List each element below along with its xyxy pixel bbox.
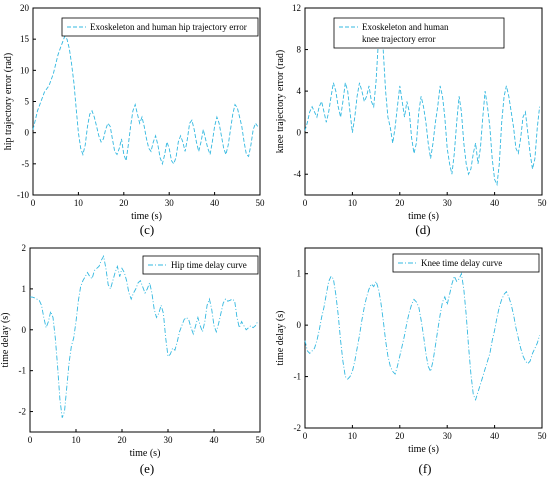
y-tick-label: -10 xyxy=(17,190,29,200)
y-axis-label: knee trajectory error (rad) xyxy=(275,50,286,154)
x-tick-label: 0 xyxy=(31,198,36,208)
x-axis-label: time (s) xyxy=(130,448,161,459)
legend-box xyxy=(61,17,259,37)
y-tick-label: 5 xyxy=(25,97,30,107)
x-tick-label: 50 xyxy=(256,198,266,208)
chart-panel-2: 0 10 20 30 40 50 -2 -1 0 1 2 time (s) time delay (s)… xyxy=(0,243,265,476)
legend-label: Hip time delay curve xyxy=(171,260,247,270)
legend-box xyxy=(333,17,505,49)
x-tick-label: 10 xyxy=(72,435,82,445)
x-axis-label: time (s) xyxy=(408,444,439,455)
x-tick-label: 20 xyxy=(118,435,128,445)
x-tick-label: 0 xyxy=(303,198,308,208)
x-tick-label: 0 xyxy=(28,435,33,445)
y-tick-label: 1 xyxy=(22,284,27,294)
y-tick-label: 12 xyxy=(292,3,301,13)
y-tick-label: 2 xyxy=(22,243,27,253)
y-tick-label: 0 xyxy=(297,320,302,330)
panel-label: (c) xyxy=(140,222,154,237)
y-tick-label: -2 xyxy=(294,423,302,433)
x-tick-label: 50 xyxy=(256,435,266,445)
plot-frame xyxy=(304,247,543,429)
legend-label: Exoskeleton and human hip trajectory err… xyxy=(90,22,247,32)
legend-label: knee trajectory error xyxy=(362,34,435,44)
x-tick-label: 30 xyxy=(443,431,453,441)
y-tick-label: -1 xyxy=(294,372,302,382)
y-axis-label: hip trajectory error (rad) xyxy=(3,53,14,150)
x-tick-label: 40 xyxy=(210,198,220,208)
y-tick-label: 15 xyxy=(20,34,30,44)
legend-box xyxy=(142,255,259,275)
series-line xyxy=(304,272,541,401)
x-tick-label: 30 xyxy=(164,435,174,445)
x-tick-label: 50 xyxy=(538,198,548,208)
panel-label: (d) xyxy=(415,222,430,237)
x-tick-label: 40 xyxy=(490,431,500,441)
x-axis-label: time (s) xyxy=(131,211,162,222)
y-tick-label: 20 xyxy=(20,3,30,13)
panel-label: (e) xyxy=(140,461,154,476)
y-tick-label: 10 xyxy=(20,65,30,75)
y-axis-label: time delay (s) xyxy=(275,311,286,366)
legend-label: Knee time delay curve xyxy=(421,258,502,268)
y-tick-label: -2 xyxy=(19,407,27,417)
y-tick-label: -1 xyxy=(19,366,27,376)
x-tick-label: 40 xyxy=(490,198,500,208)
x-tick-label: 20 xyxy=(395,431,405,441)
plot-frame xyxy=(29,247,261,433)
x-tick-label: 50 xyxy=(538,431,548,441)
panel-label: (f) xyxy=(419,461,432,476)
x-tick-label: 10 xyxy=(74,198,84,208)
chart-panel-3: 0 10 20 30 40 50 -2 -1 0 1 time (s) time delay (s) K… xyxy=(275,247,548,476)
y-tick-label: 1 xyxy=(297,269,302,279)
y-tick-label: 0 xyxy=(297,128,302,138)
x-tick-label: 10 xyxy=(348,431,358,441)
series-line xyxy=(30,254,259,418)
x-tick-label: 30 xyxy=(443,198,453,208)
y-tick-label: 0 xyxy=(22,325,27,335)
x-tick-label: 40 xyxy=(210,435,220,445)
plot-frame xyxy=(304,7,543,196)
x-tick-label: 0 xyxy=(303,431,308,441)
chart-panel-1: 0 10 20 30 40 50 -4 0 4 8 12 time (s) knee trajector… xyxy=(275,3,547,237)
y-tick-label: -4 xyxy=(294,169,302,179)
legend-label: Exoskeleton and human xyxy=(362,22,449,32)
y-tick-label: 8 xyxy=(297,45,302,55)
y-tick-label: 4 xyxy=(297,86,302,96)
x-tick-label: 20 xyxy=(119,198,129,208)
legend-box xyxy=(392,253,540,273)
series-line xyxy=(304,18,541,187)
y-tick-label: -5 xyxy=(22,159,30,169)
y-tick-label: 0 xyxy=(25,128,30,138)
x-tick-label: 10 xyxy=(348,198,358,208)
y-axis-label: time delay (s) xyxy=(0,313,11,368)
x-axis-label: time (s) xyxy=(408,211,439,222)
x-tick-label: 20 xyxy=(395,198,405,208)
x-tick-label: 30 xyxy=(165,198,175,208)
series-line xyxy=(32,35,259,166)
